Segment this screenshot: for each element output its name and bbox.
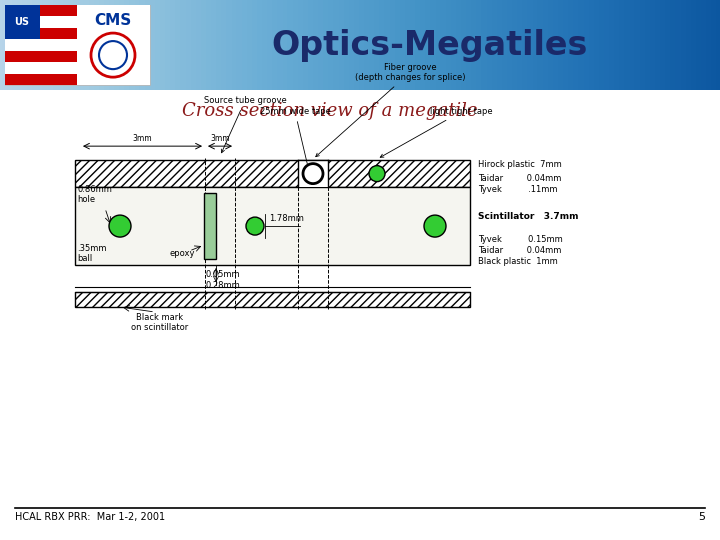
Text: Taidar         0.04mm: Taidar 0.04mm <box>478 246 562 254</box>
Text: epoxy: epoxy <box>169 248 194 258</box>
Text: Black mark
on scintillator: Black mark on scintillator <box>131 313 189 333</box>
Bar <box>298 160 328 187</box>
Text: Fiber groove
(depth changes for splice): Fiber groove (depth changes for splice) <box>316 63 465 157</box>
Bar <box>75 187 470 265</box>
Bar <box>77 5 150 85</box>
Bar <box>5 28 77 39</box>
Bar <box>5 39 77 51</box>
Text: Cross section view of a megatile: Cross section view of a megatile <box>182 102 478 120</box>
Bar <box>5 51 77 62</box>
Text: Black plastic  1mm: Black plastic 1mm <box>478 256 558 266</box>
Text: Scintillator   3.7mm: Scintillator 3.7mm <box>478 212 578 221</box>
Text: HCAL RBX PRR:  Mar 1-2, 2001: HCAL RBX PRR: Mar 1-2, 2001 <box>15 512 165 522</box>
Text: 5: 5 <box>698 512 705 522</box>
Circle shape <box>424 215 446 237</box>
Text: 3mm: 3mm <box>132 134 153 143</box>
Text: .35mm
ball: .35mm ball <box>77 244 107 264</box>
Bar <box>75 160 470 187</box>
Bar <box>5 5 150 85</box>
Bar <box>5 16 77 28</box>
Bar <box>5 5 77 16</box>
Text: Taidar         0.04mm: Taidar 0.04mm <box>478 174 562 183</box>
Circle shape <box>303 164 323 184</box>
Bar <box>5 62 77 74</box>
Text: US: US <box>14 17 30 27</box>
Text: Source tube groove: Source tube groove <box>204 96 287 153</box>
Bar <box>204 193 216 259</box>
Text: 0.28mm: 0.28mm <box>206 281 240 290</box>
Text: CMS: CMS <box>94 12 132 28</box>
Text: Optics-Megatiles: Optics-Megatiles <box>272 29 588 62</box>
Text: light tight tape: light tight tape <box>380 107 492 157</box>
Circle shape <box>109 215 131 237</box>
Text: Hirock plastic  7mm: Hirock plastic 7mm <box>478 160 562 168</box>
Text: 25mm wide tape: 25mm wide tape <box>260 107 330 185</box>
Text: 0.05mm: 0.05mm <box>206 270 240 279</box>
Text: 1.78mm: 1.78mm <box>269 214 304 222</box>
Circle shape <box>369 166 385 181</box>
Bar <box>5 74 77 85</box>
Text: 0.86mm
hole: 0.86mm hole <box>77 185 112 204</box>
Text: Tyvek          0.15mm: Tyvek 0.15mm <box>478 234 563 244</box>
Circle shape <box>246 217 264 235</box>
Text: Tyvek          .11mm: Tyvek .11mm <box>478 185 557 194</box>
Text: 3mm: 3mm <box>210 134 230 143</box>
Bar <box>5 5 40 39</box>
Bar <box>75 292 470 307</box>
